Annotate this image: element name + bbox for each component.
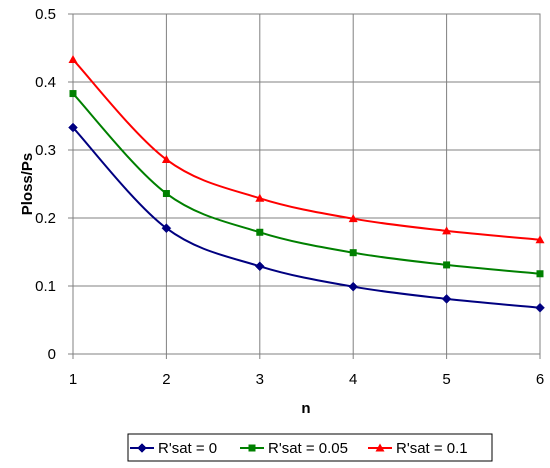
data-point-triangle bbox=[161, 155, 171, 164]
legend-label: R'sat = 0.05 bbox=[268, 440, 348, 457]
data-point-triangle bbox=[535, 235, 545, 244]
legend-label: R'sat = 0 bbox=[158, 440, 217, 457]
legend: R'sat = 0 R'sat = 0.05 R'sat = 0.1 bbox=[127, 433, 493, 462]
x-tick-label: 1 bbox=[69, 371, 77, 388]
data-point-square bbox=[536, 270, 544, 278]
x-tick-labels: 1 2 3 4 5 6 bbox=[69, 371, 544, 388]
data-point-diamond bbox=[535, 302, 545, 313]
series-1 bbox=[68, 122, 545, 313]
data-point-square bbox=[69, 90, 77, 98]
x-tick-label: 6 bbox=[536, 371, 544, 388]
legend-item: R'sat = 0.05 bbox=[240, 440, 348, 457]
series-line bbox=[72, 126, 541, 309]
data-point-square bbox=[443, 261, 451, 269]
x-tick-label: 5 bbox=[442, 371, 450, 388]
data-point-square bbox=[256, 228, 264, 236]
data-point-square bbox=[162, 190, 170, 198]
data-point-triangle bbox=[68, 55, 78, 64]
x-tick-label: 2 bbox=[162, 371, 170, 388]
x-tick-label: 4 bbox=[349, 371, 357, 388]
x-tick-label: 3 bbox=[256, 371, 264, 388]
legend-item: R'sat = 0 bbox=[130, 440, 217, 457]
y-tick-label: 0.1 bbox=[35, 278, 56, 295]
data-point-square bbox=[349, 249, 357, 257]
plot-area bbox=[72, 13, 541, 355]
data-point-diamond bbox=[137, 443, 147, 453]
series-line bbox=[72, 58, 541, 241]
data-point-diamond bbox=[68, 122, 78, 133]
legend-label: R'sat = 0.1 bbox=[396, 440, 468, 457]
y-tick-labels: 0 0.1 0.2 0.3 0.4 0.5 bbox=[35, 6, 56, 363]
y-tick-label: 0 bbox=[48, 346, 56, 363]
legend-item: R'sat = 0.1 bbox=[368, 440, 468, 457]
y-tick-label: 0.5 bbox=[35, 6, 56, 23]
series-line bbox=[72, 92, 541, 275]
data-point-triangle bbox=[375, 443, 385, 452]
series-2 bbox=[69, 90, 544, 278]
data-point-diamond bbox=[161, 223, 172, 234]
data-point-square bbox=[248, 444, 256, 452]
data-point-triangle bbox=[442, 226, 452, 235]
data-point-diamond bbox=[441, 294, 452, 304]
data-point-diamond bbox=[254, 261, 265, 272]
y-tick-label: 0.2 bbox=[35, 210, 56, 227]
data-point-diamond bbox=[348, 281, 359, 292]
y-tick-label: 0.3 bbox=[35, 142, 56, 159]
y-axis-title: Ploss/Ps bbox=[19, 153, 36, 216]
y-tick-label: 0.4 bbox=[35, 74, 56, 91]
data-point-triangle bbox=[255, 193, 265, 202]
series-3 bbox=[68, 55, 545, 244]
series-group bbox=[68, 55, 545, 313]
legend-box bbox=[127, 433, 493, 462]
data-point-triangle bbox=[348, 214, 358, 223]
gridlines bbox=[68, 13, 541, 359]
x-axis-title: n bbox=[301, 400, 310, 417]
